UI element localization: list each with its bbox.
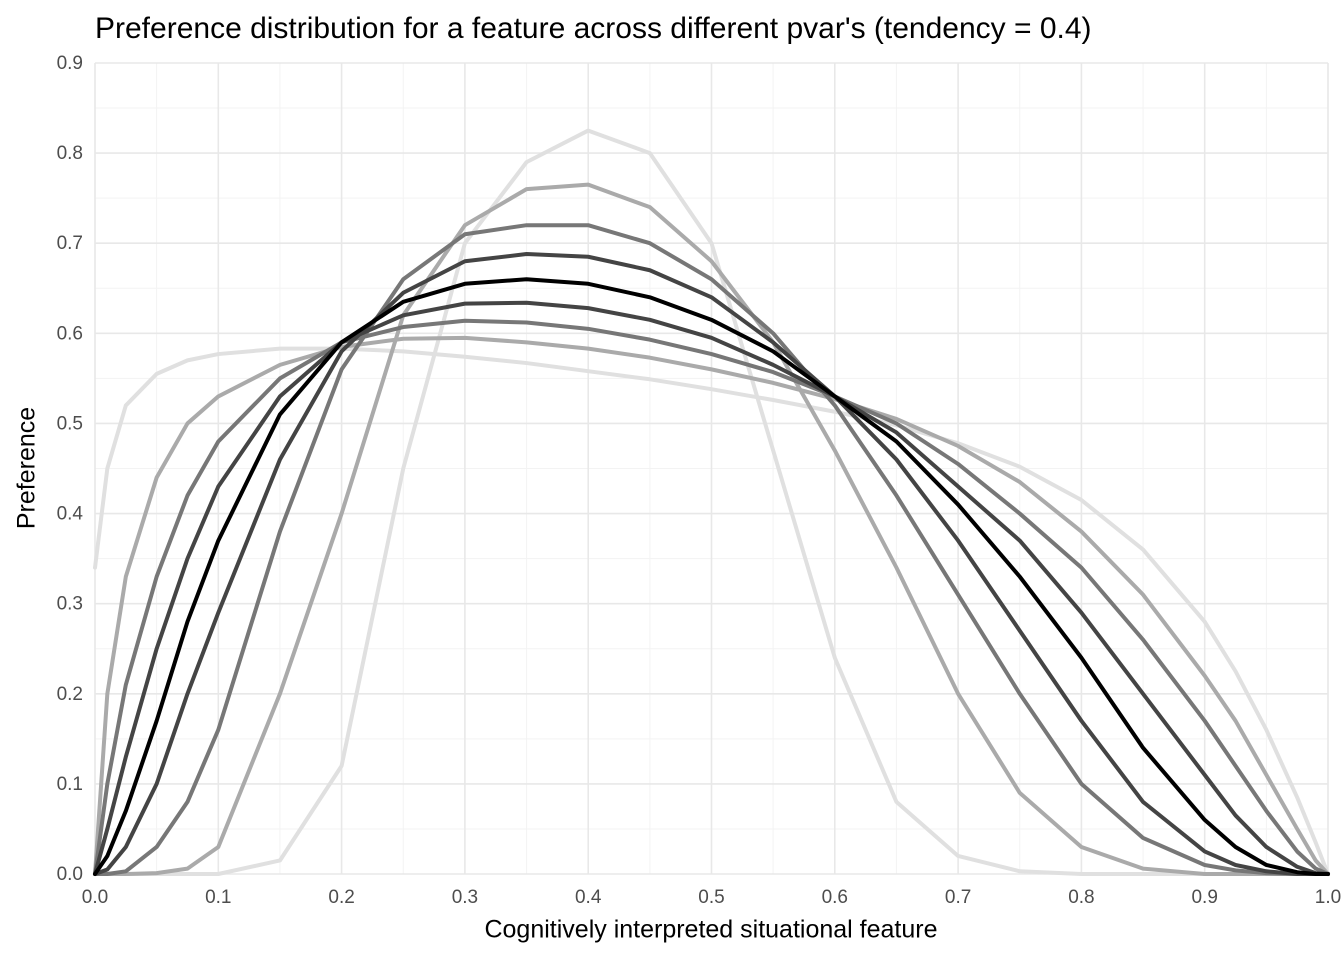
line-series xyxy=(93,318,1330,876)
line-series xyxy=(93,346,1330,876)
y-tick-label: 0.0 xyxy=(57,864,83,885)
x-tick-label: 0.0 xyxy=(82,887,108,908)
x-tick-label: 0.2 xyxy=(328,887,354,908)
line-series xyxy=(93,335,1330,876)
y-tick-label: 0.5 xyxy=(57,413,83,434)
y-tick-label: 0.8 xyxy=(57,143,83,164)
x-tick-label: 1.0 xyxy=(1315,887,1341,908)
y-tick-label: 0.6 xyxy=(57,323,83,344)
x-tick-label: 0.4 xyxy=(575,887,602,908)
x-tick-label: 0.7 xyxy=(945,887,971,908)
x-tick-label: 0.5 xyxy=(698,887,724,908)
y-tick-label: 0.3 xyxy=(57,594,83,615)
y-axis-title: Preference xyxy=(13,407,41,529)
y-tick-label: 0.9 xyxy=(57,53,83,74)
y-tick-label: 0.1 xyxy=(57,774,83,795)
line-series xyxy=(93,182,1330,876)
y-tick-label: 0.7 xyxy=(57,233,83,254)
y-tick-label: 0.2 xyxy=(57,684,83,705)
y-tick-label: 0.4 xyxy=(57,504,84,525)
x-tick-label: 0.8 xyxy=(1068,887,1094,908)
x-tick-label: 0.6 xyxy=(822,887,848,908)
line-series xyxy=(93,223,1330,876)
x-tick-label: 0.3 xyxy=(452,887,478,908)
chart-title: Preference distribution for a feature ac… xyxy=(95,12,1092,45)
x-axis-title: Cognitively interpreted situational feat… xyxy=(484,916,937,944)
x-tick-label: 0.1 xyxy=(205,887,231,908)
line-series xyxy=(93,252,1330,876)
line-series xyxy=(93,300,1330,876)
x-tick-label: 0.9 xyxy=(1191,887,1217,908)
line-series xyxy=(93,277,1330,876)
